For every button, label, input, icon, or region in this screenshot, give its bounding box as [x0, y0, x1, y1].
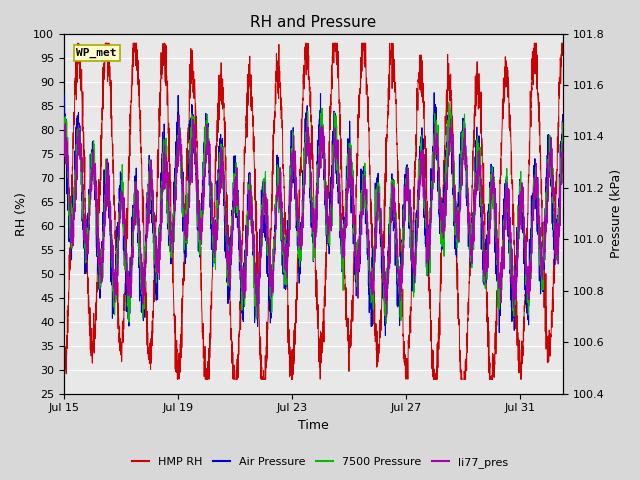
X-axis label: Time: Time [298, 419, 329, 432]
Y-axis label: Pressure (kPa): Pressure (kPa) [610, 169, 623, 258]
Y-axis label: RH (%): RH (%) [15, 192, 28, 236]
Legend: HMP RH, Air Pressure, 7500 Pressure, li77_pres: HMP RH, Air Pressure, 7500 Pressure, li7… [127, 452, 513, 472]
Text: WP_met: WP_met [77, 48, 117, 58]
Title: RH and Pressure: RH and Pressure [250, 15, 377, 30]
